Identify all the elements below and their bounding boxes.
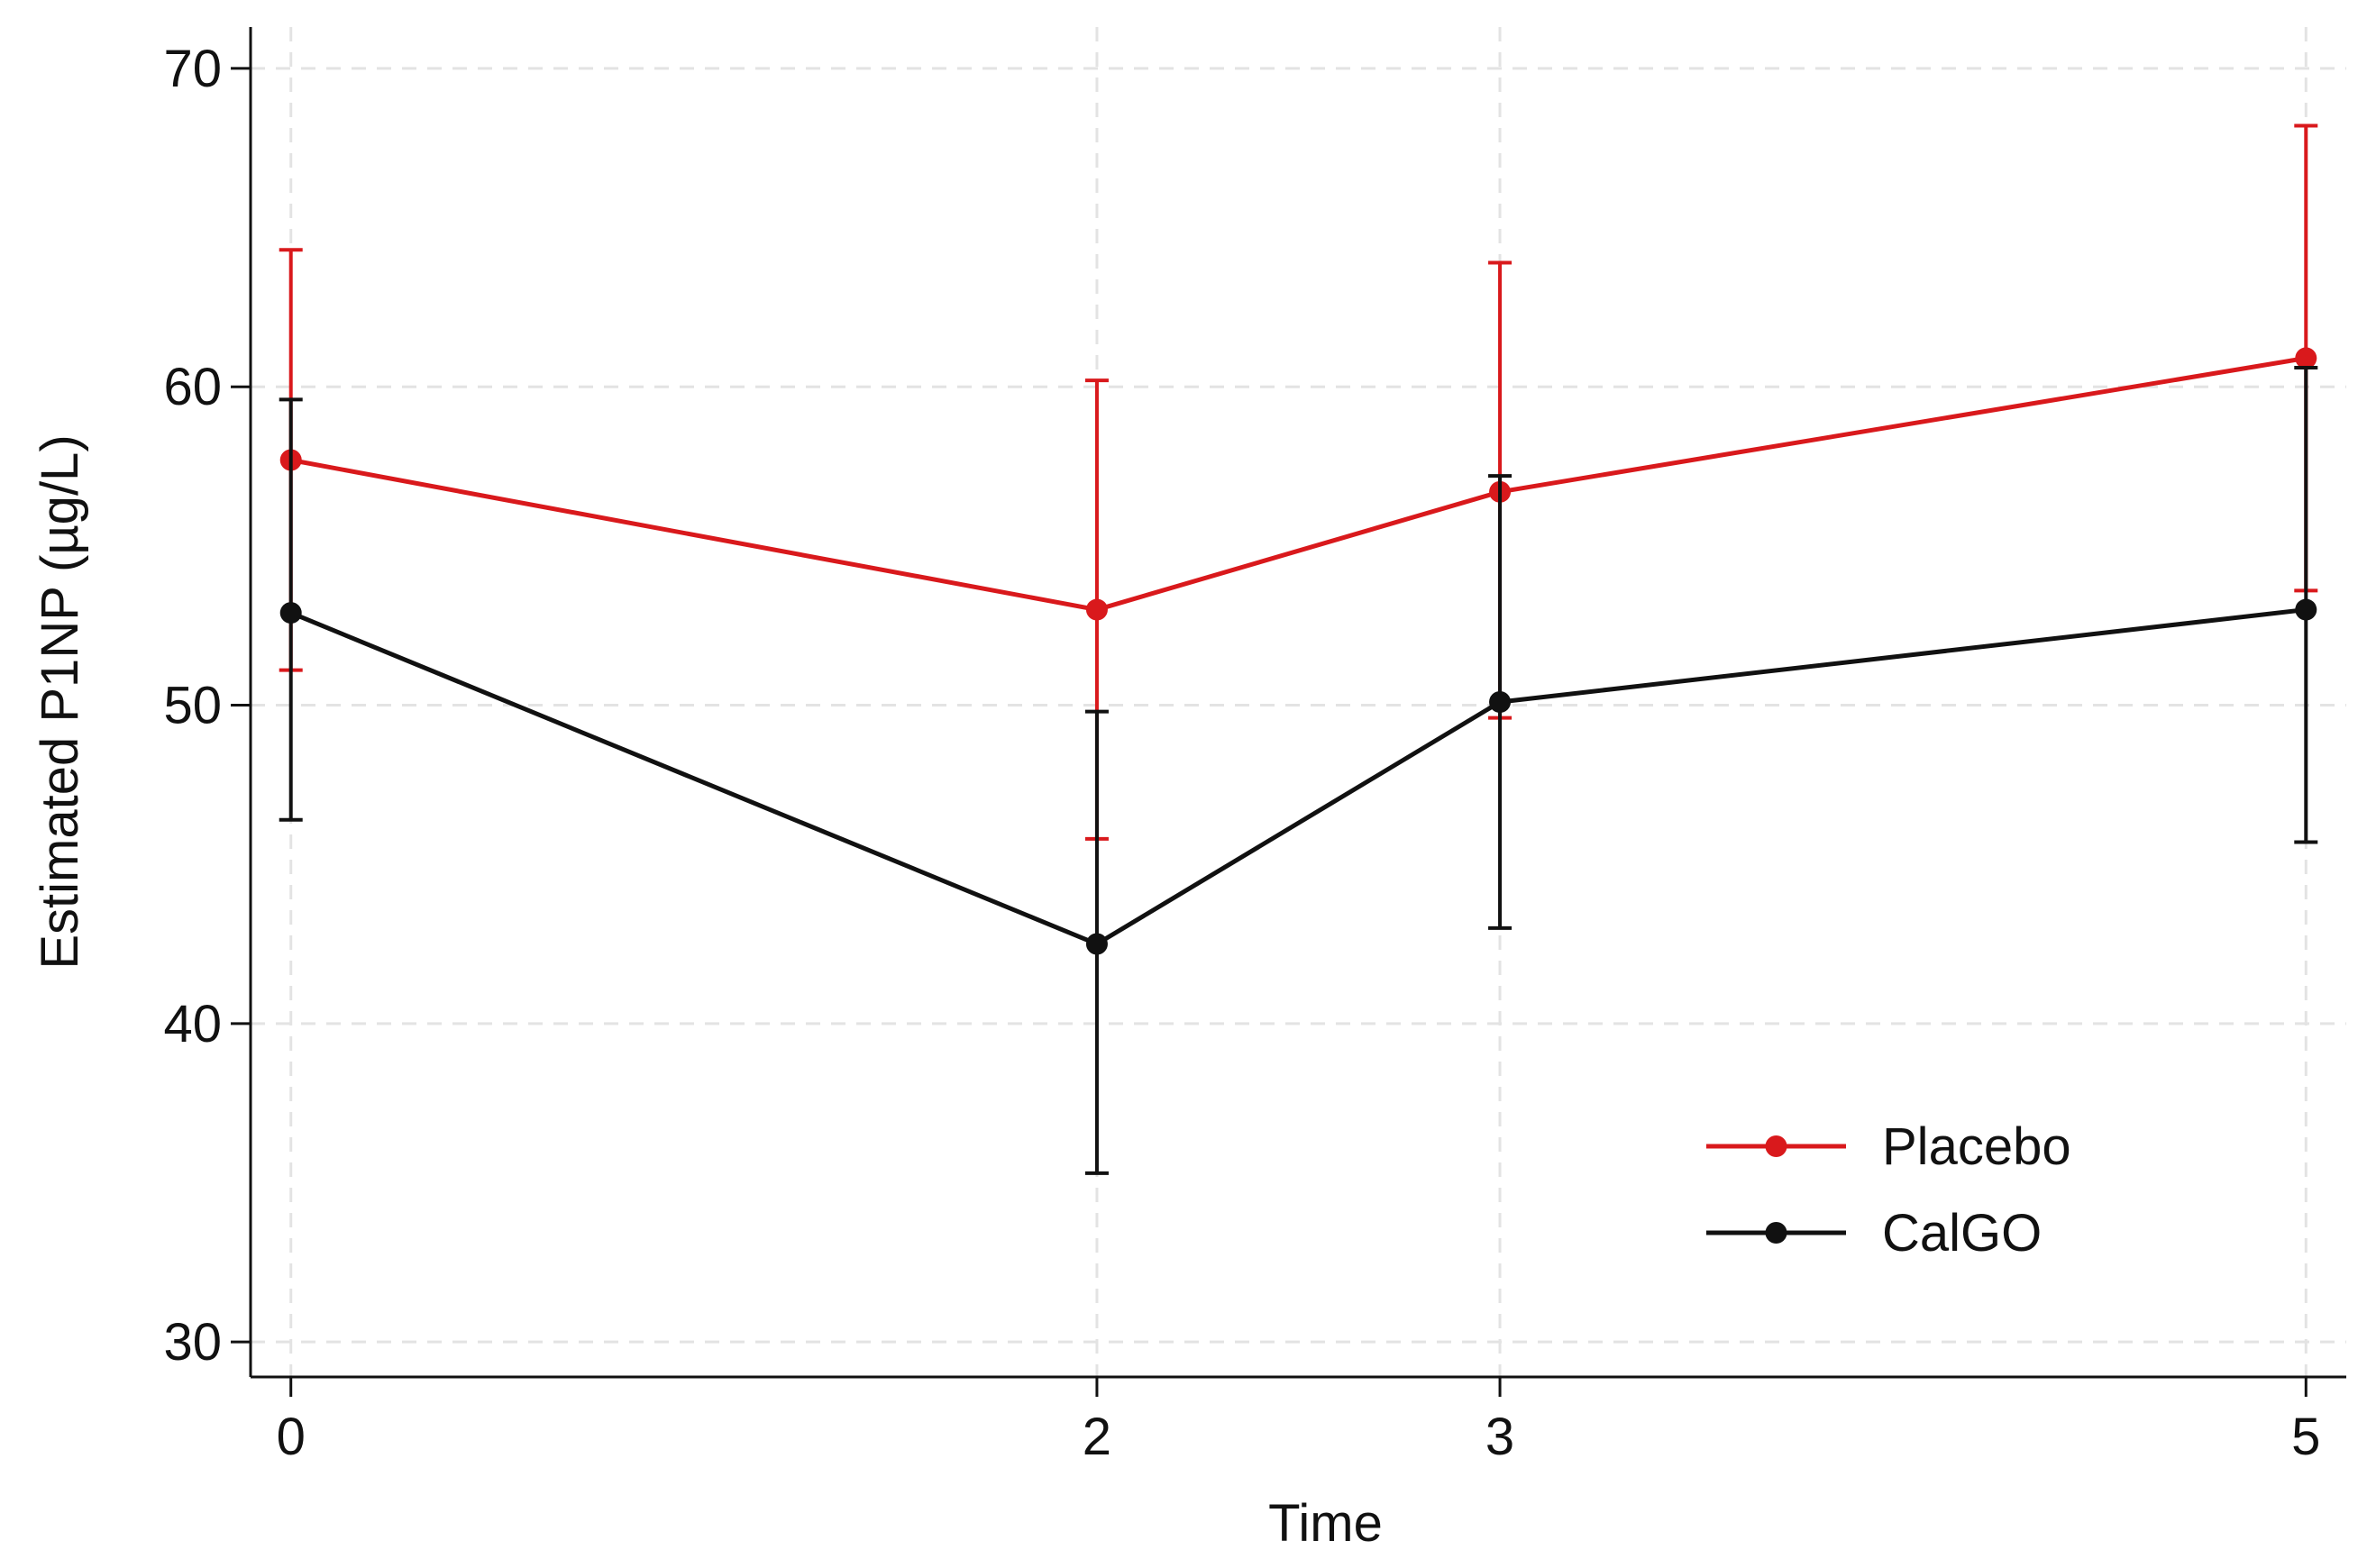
series-line (289, 607, 2307, 947)
legend-label: CalGO (1882, 1204, 2042, 1263)
data-point (1085, 933, 1108, 955)
y-tick-label: 70 (163, 40, 222, 98)
x-tick-label: 3 (1485, 1408, 1514, 1466)
x-tick-label: 0 (277, 1408, 306, 1466)
data-point (1489, 691, 1512, 713)
y-axis-title: Estimated P1NP (µg/L) (31, 434, 89, 969)
series-calgo (279, 366, 2318, 1175)
data-point (2295, 347, 2317, 369)
series-line (290, 355, 2307, 613)
legend-item: CalGO (1706, 1204, 2042, 1263)
legend-label: Placebo (1882, 1117, 2071, 1176)
data-point (1085, 598, 1108, 621)
data-point (279, 602, 302, 624)
grid-layer (251, 27, 2346, 1377)
x-axis-title: Time (1268, 1494, 1383, 1553)
axis-layer: 30 40 50 60 70 0 2 3 5 (163, 27, 2346, 1466)
data-point (2295, 598, 2317, 621)
legend: Placebo CalGO (1706, 1117, 2071, 1263)
y-tick-label: 30 (163, 1313, 222, 1372)
x-tick-label: 5 (2291, 1408, 2320, 1466)
legend-item: Placebo (1706, 1117, 2071, 1176)
y-tick-label: 60 (163, 358, 222, 416)
x-tick-label: 2 (1083, 1408, 1111, 1466)
y-tick-label: 50 (163, 677, 222, 735)
y-tick-label: 40 (163, 995, 222, 1053)
legend-swatch-marker (1765, 1135, 1787, 1157)
series-layer (279, 123, 2318, 1175)
legend-swatch-marker (1765, 1222, 1787, 1244)
